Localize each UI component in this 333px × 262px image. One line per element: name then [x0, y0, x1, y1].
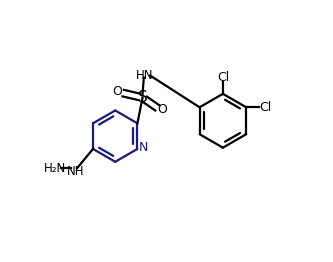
- Text: O: O: [157, 103, 167, 117]
- Text: HN: HN: [136, 69, 154, 81]
- Text: S: S: [138, 90, 148, 105]
- Text: Cl: Cl: [217, 71, 229, 84]
- Text: O: O: [113, 85, 123, 98]
- Text: Cl: Cl: [259, 101, 272, 114]
- Text: H₂N: H₂N: [44, 162, 66, 175]
- Text: NH: NH: [67, 165, 85, 178]
- Text: N: N: [139, 141, 149, 154]
